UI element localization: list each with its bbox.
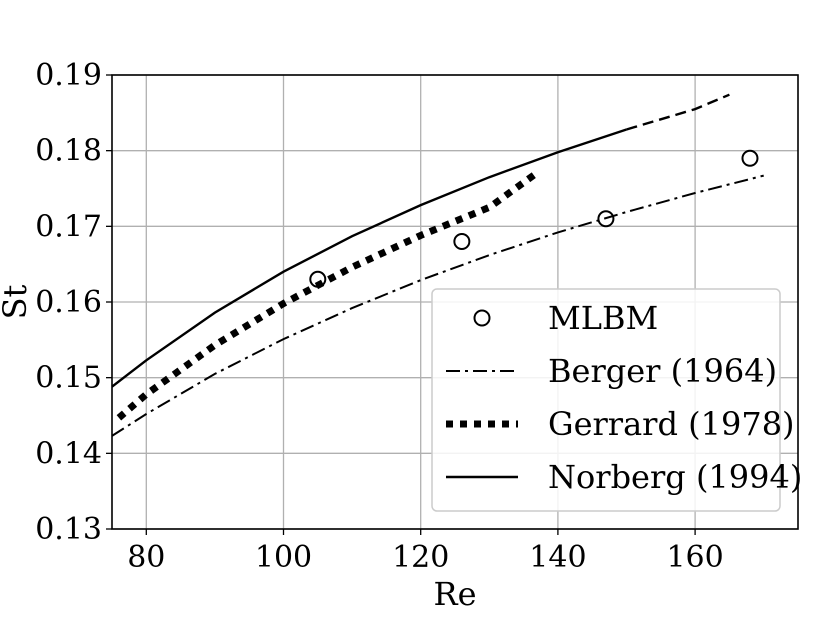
legend-label-norberg-1994: Norberg (1994)	[548, 458, 802, 496]
x-axis-ticks: 80 100 120 140 160	[127, 529, 724, 575]
plot-series	[111, 93, 764, 437]
berger-1964-line	[111, 174, 764, 437]
y-tick-label: 0.18	[35, 134, 102, 169]
y-axis-ticks: 0.13 0.14 0.15 0.16 0.17 0.18 0.19	[35, 58, 112, 547]
legend-label-berger-1964: Berger (1964)	[548, 352, 777, 390]
y-tick-label: 0.19	[35, 58, 102, 93]
mlbm-point	[597, 210, 615, 228]
x-axis-label: Re	[433, 575, 476, 613]
legend-label-gerrard-1978: Gerrard (1978)	[548, 405, 795, 443]
legend-label-mlbm: MLBM	[548, 299, 658, 337]
legend-box	[431, 288, 781, 512]
y-tick-label: 0.15	[35, 361, 102, 396]
y-tick-label: 0.16	[35, 285, 102, 320]
legend-marker-mlbm	[473, 309, 491, 327]
mlbm-point	[453, 232, 471, 250]
x-tick-label: 100	[255, 540, 312, 575]
y-axis-label: St	[0, 284, 34, 319]
x-tick-label: 140	[529, 540, 586, 575]
x-tick-label: 120	[392, 540, 449, 575]
x-tick-label: 80	[127, 540, 165, 575]
y-tick-label: 0.14	[35, 436, 102, 471]
mlbm-point	[741, 149, 759, 167]
gerrard-1978-line	[116, 169, 540, 421]
norberg-1994-line	[111, 128, 627, 388]
norberg-1994-line-extension	[626, 93, 730, 131]
y-tick-label: 0.17	[35, 209, 102, 244]
legend: MLBM Berger (1964) Gerrard (1978) Norberg (…	[431, 288, 802, 512]
y-tick-label: 0.13	[35, 512, 102, 547]
x-tick-label: 160	[666, 540, 723, 575]
